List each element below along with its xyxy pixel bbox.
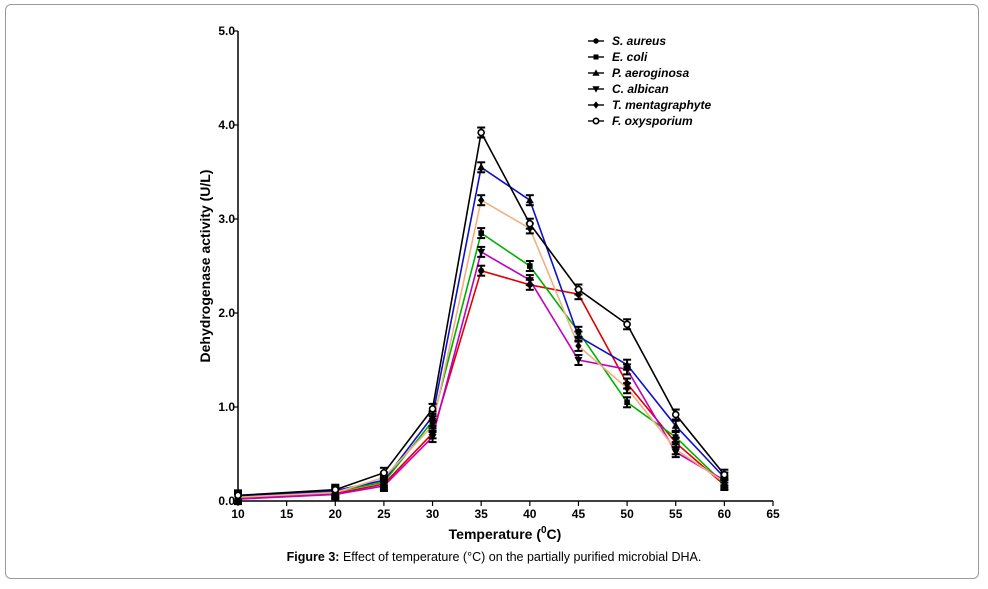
- legend-marker: [592, 69, 600, 76]
- data-point: [720, 470, 729, 479]
- data-point: [331, 485, 340, 494]
- x-tick-label: 15: [280, 507, 294, 521]
- legend-marker: [593, 38, 599, 44]
- x-tick-label: 35: [475, 507, 489, 521]
- caption-label: Figure 3:: [286, 550, 340, 564]
- data-point: [623, 320, 631, 329]
- data-point: [525, 277, 534, 285]
- caption-text: Effect of temperature (°C) on the partia…: [339, 550, 702, 564]
- legend-item-2: P. aeroginosa: [588, 66, 689, 80]
- x-tick-label: 45: [572, 507, 586, 521]
- legend-label: F. oxysporium: [612, 114, 693, 128]
- data-point: [672, 445, 679, 454]
- data-point: [428, 405, 437, 413]
- series-2: [237, 165, 725, 498]
- series-5: [237, 130, 725, 497]
- x-tick-label: 40: [523, 507, 537, 521]
- x-axis-title: Temperature (0C): [449, 525, 562, 542]
- x-tick-label: 50: [620, 507, 634, 521]
- data-point: [380, 468, 388, 477]
- x-tick-label: 60: [718, 507, 732, 521]
- series-5-points: [234, 126, 729, 502]
- legend-item-3: C. albican: [588, 82, 669, 96]
- figure-caption: Figure 3: Effect of temperature (°C) on …: [0, 550, 988, 564]
- x-tick-label: 65: [766, 507, 780, 521]
- data-point: [477, 163, 486, 171]
- legend-label: T. mentagraphyte: [612, 98, 711, 112]
- y-tick-label: 0.0: [218, 494, 235, 508]
- axes: [237, 31, 773, 502]
- series-line: [237, 198, 725, 499]
- series-0: [237, 269, 725, 499]
- series-line: [237, 130, 725, 497]
- series-3: [237, 250, 725, 500]
- data-point: [478, 230, 484, 236]
- legend-marker: [593, 101, 599, 109]
- series-line: [237, 250, 725, 500]
- data-point: [477, 196, 485, 205]
- legend-label: C. albican: [612, 82, 669, 96]
- data-point: [428, 434, 437, 442]
- x-axis-title-sup: 0: [541, 525, 547, 536]
- data-point: [671, 410, 680, 419]
- data-point: [575, 341, 582, 350]
- y-tick-label: 1.0: [218, 400, 235, 414]
- y-tick-label: 2.0: [218, 306, 235, 320]
- series-4-points: [234, 194, 729, 504]
- legend-item-0: S. aureus: [588, 34, 666, 48]
- x-tick-label: 20: [329, 507, 343, 521]
- data-point: [671, 421, 680, 429]
- x-axis-title-main: Temperature (: [449, 526, 542, 542]
- x-tick-label: 25: [377, 507, 391, 521]
- data-point: [574, 357, 583, 364]
- legend: S. aureus E. coli P. aeroginosa C. albican T…: [588, 34, 711, 128]
- figure-frame: [5, 4, 979, 579]
- data-point: [477, 128, 485, 137]
- x-axis-title-end: C): [547, 526, 562, 542]
- data-point: [574, 285, 583, 294]
- data-point: [672, 434, 679, 440]
- legend-item-1: E. coli: [588, 50, 648, 64]
- data-point: [526, 219, 534, 228]
- series-0-points: [234, 264, 729, 505]
- data-point: [234, 491, 242, 500]
- data-point: [527, 263, 533, 269]
- series-line: [237, 165, 725, 498]
- y-tick-label: 5.0: [218, 24, 235, 38]
- data-point: [428, 412, 437, 420]
- series-2-points: [234, 161, 729, 503]
- x-tick-label: 55: [669, 507, 683, 521]
- legend-item-5: F. oxysporium: [588, 114, 693, 128]
- legend-marker: [593, 54, 599, 60]
- y-tick-label: 4.0: [218, 118, 235, 132]
- data-point: [478, 267, 485, 274]
- legend-marker: [592, 86, 600, 93]
- data-point: [574, 332, 583, 340]
- x-tick-label: 10: [231, 507, 245, 521]
- legend-label: S. aureus: [612, 34, 666, 48]
- data-point: [477, 248, 486, 256]
- legend-label: P. aeroginosa: [612, 66, 689, 80]
- data-point: [623, 366, 632, 374]
- data-point: [525, 196, 534, 204]
- series-4: [237, 198, 725, 499]
- y-tick-label: 3.0: [218, 212, 235, 226]
- x-tick-label: 30: [426, 507, 440, 521]
- data-point: [429, 421, 436, 430]
- data-point: [623, 384, 631, 393]
- legend-item-4: T. mentagraphyte: [588, 98, 711, 112]
- data-point: [379, 482, 388, 490]
- legend-marker: [592, 117, 600, 125]
- y-axis-title: Dehydrogenase activity (U/L): [197, 170, 213, 363]
- series-line: [237, 269, 725, 499]
- data-point: [624, 399, 630, 406]
- legend-label: E. coli: [612, 50, 648, 64]
